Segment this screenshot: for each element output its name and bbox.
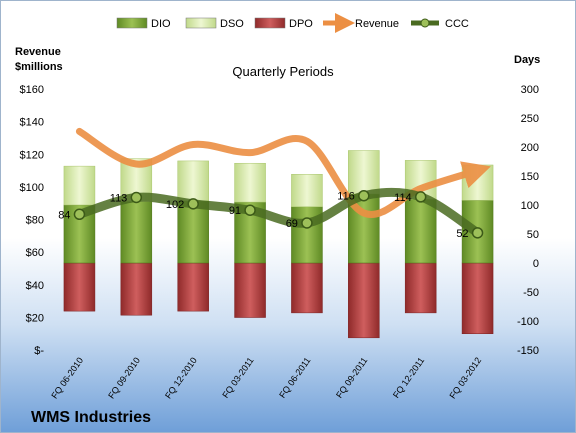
ccc-data-label: 102 (166, 199, 184, 211)
right-axis-title: Days (514, 54, 540, 66)
legend-label-dio: DIO (151, 18, 171, 30)
left-tick-label: $160 (20, 84, 44, 96)
dso-bar (291, 174, 323, 207)
dpo-bar (120, 262, 153, 316)
dpo-bar (404, 262, 437, 314)
dso-bar (63, 165, 96, 206)
x-tick-label: FQ 12-2010 (163, 355, 199, 400)
x-tick-label: FQ 06-2010 (49, 355, 85, 400)
dso-bar (234, 162, 266, 203)
dso-bar (348, 150, 380, 195)
left-axis-title-line1: Revenue (15, 46, 61, 58)
left-tick-label: $80 (26, 215, 44, 227)
dpo-bar (63, 262, 96, 312)
ccc-data-label: 114 (394, 192, 412, 204)
ccc-point (244, 204, 256, 216)
dso-bar (177, 160, 209, 202)
ccc-point (414, 191, 427, 203)
legend-label-ccc: CCC (445, 18, 469, 30)
right-tick-label: 0 (533, 258, 539, 270)
left-axis-title-line2: $millions (15, 61, 63, 73)
right-tick-label: -150 (517, 345, 539, 357)
legend-swatch-ccc (420, 18, 430, 28)
dpo-bar (234, 262, 266, 318)
legend-label-revenue: Revenue (355, 18, 399, 30)
legend-swatch-dio (116, 17, 148, 29)
left-tick-label: $- (34, 345, 44, 357)
left-tick-label: $100 (20, 182, 44, 194)
left-axis: $- $20 $40 $60 $80 $100 $120 $140 $160 (20, 84, 45, 357)
right-tick-label: 300 (521, 84, 539, 96)
legend-label-dso: DSO (220, 18, 244, 30)
x-tick-label: FQ 09-2010 (106, 355, 142, 400)
left-tick-label: $60 (26, 247, 44, 259)
dpo-bar (461, 262, 494, 335)
ccc-point (358, 189, 370, 202)
bars (63, 150, 494, 339)
x-tick-label: FQ 09-2011 (334, 355, 369, 400)
dpo-bar (348, 262, 380, 339)
dio-bar (404, 198, 437, 264)
x-tick-label: FQ 03-2012 (447, 355, 483, 400)
right-tick-label: 100 (521, 200, 539, 212)
dpo-bar (177, 262, 209, 312)
x-tick-label: FQ 03-2011 (220, 355, 255, 400)
right-tick-label: 250 (521, 113, 539, 125)
right-tick-label: 200 (521, 142, 539, 154)
dio-bar (177, 200, 209, 264)
company-name: WMS Industries (31, 409, 151, 426)
right-tick-label: -100 (517, 316, 539, 328)
ccc-data-label: 91 (229, 205, 241, 217)
ccc-data-label: 84 (58, 209, 70, 221)
x-axis: FQ 06-2010 FQ 09-2010 FQ 12-2010 FQ 03-2011… (49, 355, 483, 400)
ccc-point (301, 217, 313, 229)
right-tick-label: -50 (523, 287, 539, 299)
ccc-point (130, 191, 143, 204)
left-tick-label: $40 (26, 280, 44, 292)
right-tick-label: 50 (527, 229, 539, 241)
ccc-data-label: 116 (337, 191, 355, 203)
legend-label-dpo: DPO (289, 18, 313, 30)
left-tick-label: $140 (20, 117, 44, 129)
legend-swatch-dpo (254, 17, 286, 29)
dpo-bar (291, 262, 323, 314)
ccc-point (73, 208, 86, 221)
ccc-data-label: 69 (286, 218, 298, 230)
left-tick-label: $20 (26, 312, 44, 324)
legend: DIO DSO DPO Revenue CCC (116, 13, 469, 33)
right-tick-label: 150 (521, 171, 539, 183)
ccc-data-label: 52 (456, 228, 468, 240)
chart-title: Quarterly Periods (232, 64, 334, 79)
ccc-data-label: 113 (110, 192, 128, 204)
right-axis: -150 -100 -50 0 50 100 150 200 250 300 (517, 84, 539, 357)
left-tick-label: $120 (20, 149, 44, 161)
legend-swatch-dso (185, 17, 217, 29)
ccc-point (187, 198, 199, 210)
ccc-series: 84 113 102 91 69 116 114 52 (58, 187, 484, 240)
x-tick-label: FQ 06-2011 (277, 355, 312, 400)
dio-bar (120, 201, 153, 264)
ccc-point (471, 227, 484, 239)
x-tick-label: FQ 12-2011 (391, 355, 426, 400)
